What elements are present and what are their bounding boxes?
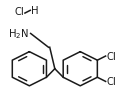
Text: Cl: Cl (107, 77, 117, 87)
Text: H: H (31, 6, 39, 16)
Text: Cl: Cl (107, 52, 117, 61)
Text: H$_2$N: H$_2$N (8, 27, 29, 41)
Text: Cl: Cl (15, 7, 24, 17)
